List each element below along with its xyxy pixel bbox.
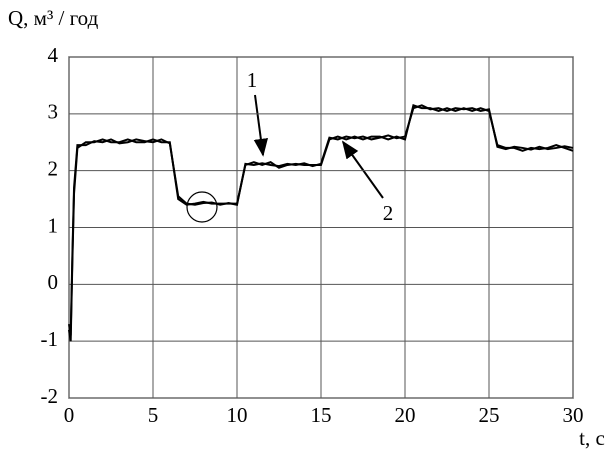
y-tick-label: 4 [48,43,59,67]
x-tick-label: 5 [148,403,159,427]
y-tick-label: -2 [41,384,59,408]
arrow-2 [341,140,384,199]
y-axis-label: Q, м³ / год [8,6,99,30]
y-tick-label: 3 [48,100,59,124]
y-tick-label: -1 [41,327,59,351]
x-tick-label: 30 [563,403,584,427]
y-tick-label: 1 [48,213,59,237]
series-label: 2 [383,201,394,225]
x-tick-label: 20 [395,403,416,427]
arrow-1 [253,94,268,157]
x-tick-label: 15 [311,403,332,427]
y-tick-label: 0 [48,270,59,294]
x-tick-label: 0 [64,403,75,427]
data-line [68,104,574,336]
x-tick-label: 10 [227,403,248,427]
x-tick-label: 25 [479,403,500,427]
highlight-circle [186,191,218,223]
y-tick-label: 2 [48,156,59,180]
series-label: 1 [247,68,258,92]
x-axis-label: t, c [579,426,605,450]
